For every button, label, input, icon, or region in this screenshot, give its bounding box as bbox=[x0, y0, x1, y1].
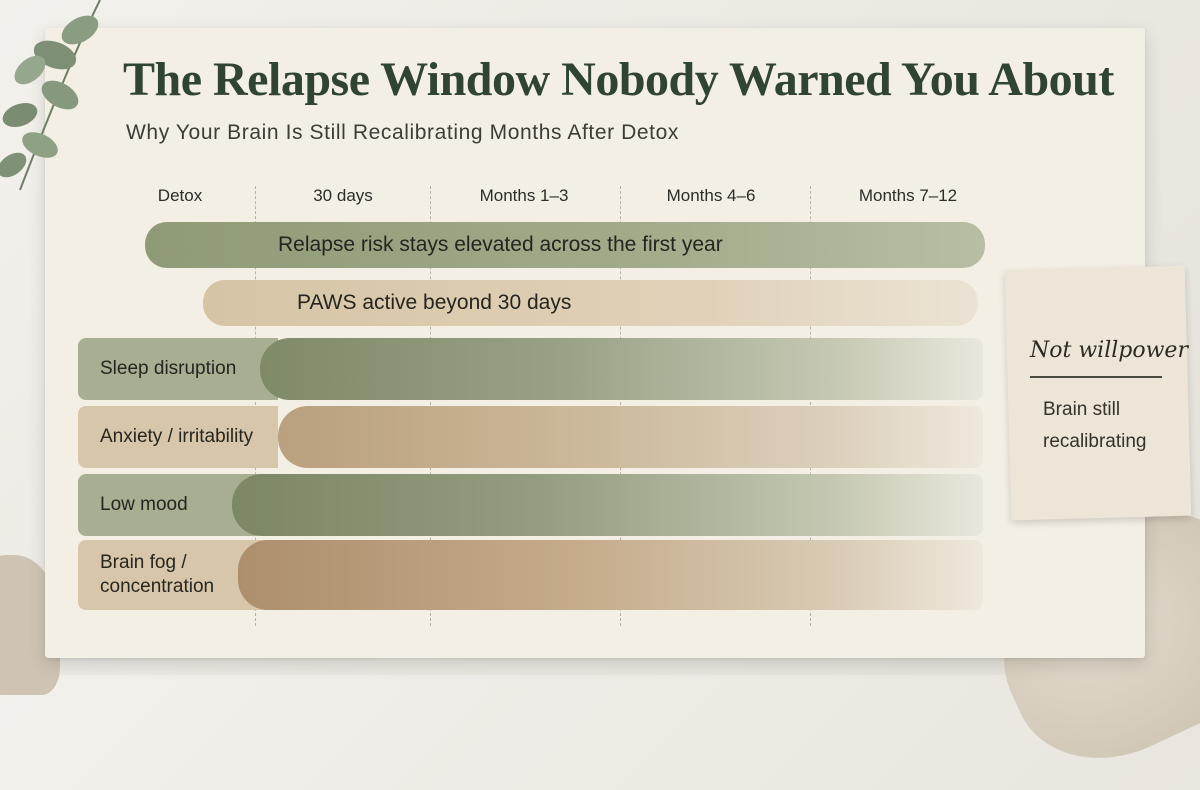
page-title: The Relapse Window Nobody Warned You Abo… bbox=[123, 53, 1114, 106]
symptom-label: Brain fog / concentration bbox=[100, 552, 215, 597]
timeline-tick-months-1-3: Months 1–3 bbox=[479, 186, 569, 205]
symptom-row-sleep: Sleep disruption bbox=[78, 338, 983, 400]
note-heading: Not willpower bbox=[1030, 338, 1188, 363]
note-underline bbox=[1030, 376, 1162, 378]
symptom-bar bbox=[238, 540, 983, 610]
symptom-row-brain-fog: Brain fog / concentration bbox=[78, 540, 983, 610]
row-label-background bbox=[78, 406, 278, 468]
paws-band: PAWS active beyond 30 days bbox=[203, 280, 978, 326]
symptom-label: Anxiety / irritability bbox=[100, 426, 254, 447]
symptom-label: Low mood bbox=[100, 494, 188, 515]
symptom-row-low-mood: Low mood bbox=[78, 474, 983, 536]
symptom-row-anxiety: Anxiety / irritability bbox=[78, 406, 983, 468]
side-note-card bbox=[1004, 265, 1192, 521]
symptom-bar bbox=[278, 406, 983, 468]
timeline-tick-30-days: 30 days bbox=[313, 186, 373, 205]
timeline-tick-months-7-12: Months 7–12 bbox=[858, 186, 958, 205]
page-subtitle: Why Your Brain Is Still Recalibrating Mo… bbox=[126, 121, 680, 144]
symptom-bar bbox=[232, 474, 983, 536]
timeline-tick-months-4-6: Months 4–6 bbox=[666, 186, 756, 205]
row-label-background bbox=[78, 338, 278, 400]
symptom-label: Sleep disruption bbox=[100, 358, 237, 379]
paws-label: PAWS active beyond 30 days bbox=[297, 291, 572, 314]
relapse-risk-label: Relapse risk stays elevated across the f… bbox=[278, 233, 723, 256]
note-body: Brain still recalibrating bbox=[1043, 399, 1147, 452]
symptom-bar bbox=[260, 338, 983, 400]
timeline-tick-detox: Detox bbox=[157, 186, 203, 205]
relapse-risk-band: Relapse risk stays elevated across the f… bbox=[145, 222, 985, 268]
